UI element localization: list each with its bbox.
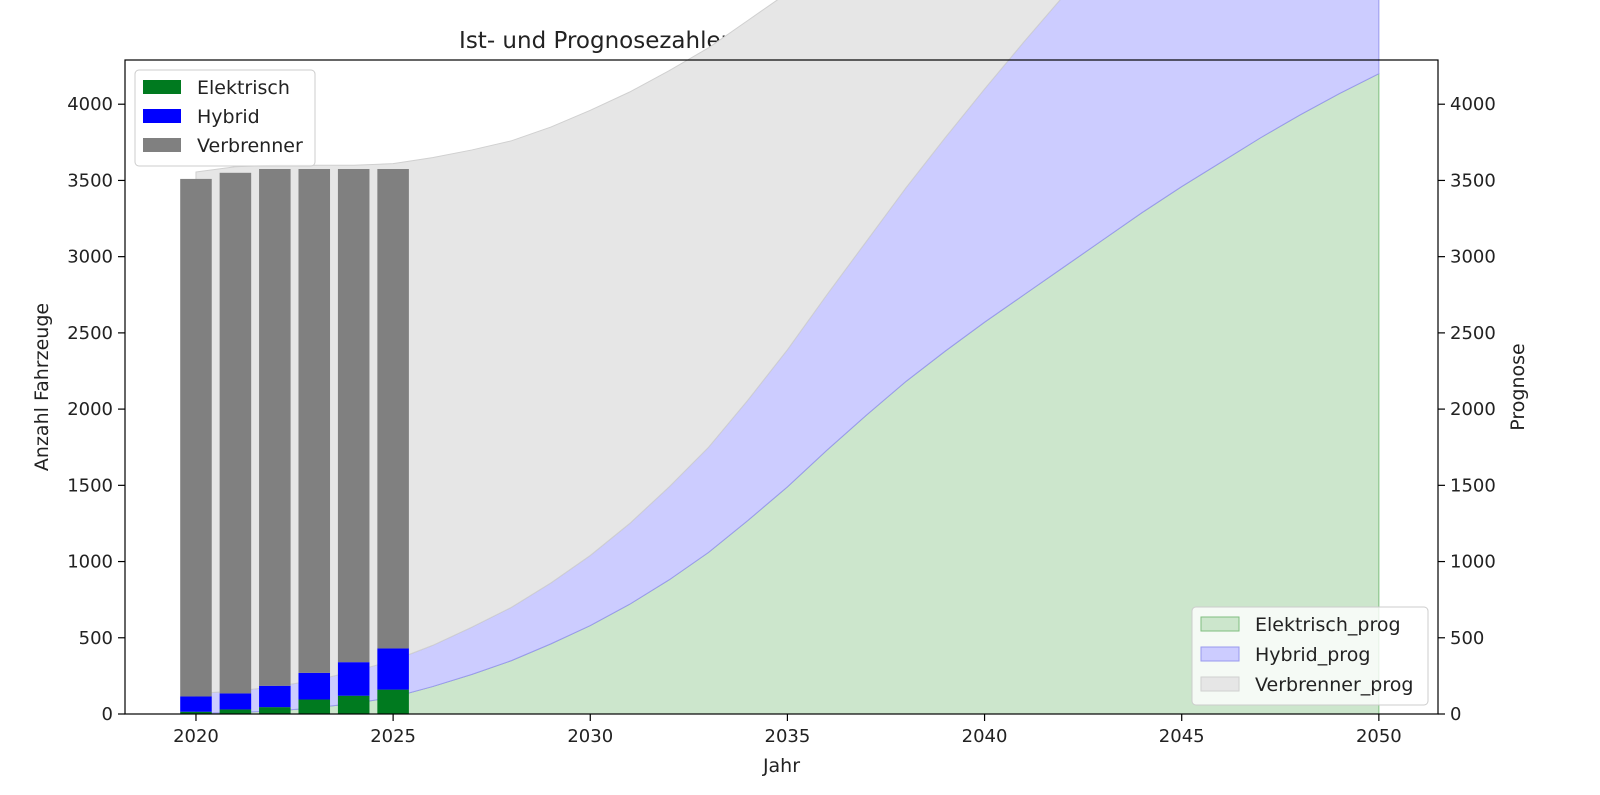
bar-elektrisch-2022 — [259, 707, 291, 714]
legend-forecast-box — [1191, 606, 1429, 706]
y-right-tick-label-0: 0 — [1450, 704, 1461, 725]
bar-verbrenner-2022 — [259, 169, 291, 686]
legend-label-verbrenner: Verbrenner — [197, 135, 303, 157]
x-tick-label-2045: 2045 — [1159, 726, 1205, 747]
x-tick-label-2050: 2050 — [1356, 726, 1402, 747]
bar-hybrid-2020 — [180, 696, 212, 712]
y-tick-label-0: 0 — [102, 704, 113, 725]
y-tick-label-2000: 2000 — [67, 399, 113, 420]
legend-bars: Elektrisch Hybrid Verbrenner — [134, 69, 316, 167]
bar-elektrisch-2023 — [298, 699, 331, 714]
x-axis: 2020 2025 2030 2035 2040 2045 2050 — [173, 714, 1402, 747]
y-axis-right: 0 500 1000 1500 2000 2500 3000 3500 4000 — [1438, 94, 1496, 725]
y-tick-label-500: 500 — [79, 628, 113, 649]
y-axis-right-label: Prognose — [1507, 343, 1529, 430]
bar-hybrid-2025 — [377, 648, 409, 690]
y-right-tick-label-4000: 4000 — [1450, 94, 1496, 115]
plot-frame — [124, 59, 1439, 715]
legend-label-verbrenner-prog: Verbrenner_prog — [1255, 674, 1413, 696]
bar-series — [180, 169, 409, 714]
x-axis-label: Jahr — [762, 755, 800, 777]
y-right-tick-label-1000: 1000 — [1450, 552, 1496, 573]
forecast-areas — [195, 0, 1380, 715]
y-right-tick-label-1500: 1500 — [1450, 475, 1496, 496]
legend-swatch-verbrenner — [143, 138, 181, 152]
y-tick-label-2500: 2500 — [67, 323, 113, 344]
bar-verbrenner-2020 — [180, 178, 212, 697]
bar-elektrisch-2021 — [219, 709, 252, 714]
bar-verbrenner-2025 — [377, 169, 409, 649]
y-axis-left: 0 500 1000 1500 2000 2500 3000 3500 4000 — [67, 94, 125, 725]
y-right-tick-label-2500: 2500 — [1450, 323, 1496, 344]
legend-swatch-elektrisch — [143, 80, 181, 94]
bar-elektrisch-2020 — [180, 711, 212, 714]
legend-swatch-hybrid — [143, 109, 181, 123]
bar-verbrenner-2023 — [298, 169, 331, 673]
bar-elektrisch-2025 — [377, 689, 409, 714]
legend-forecast: Elektrisch_prog Hybrid_prog Verbrenner_pro… — [1191, 606, 1429, 706]
y-tick-label-3000: 3000 — [67, 247, 113, 268]
bar-verbrenner-2021 — [219, 172, 252, 694]
bar-hybrid-2021 — [219, 693, 252, 710]
x-tick-label-2030: 2030 — [567, 726, 613, 747]
x-tick-label-2020: 2020 — [173, 726, 219, 747]
legend-swatch-verbrenner-prog — [1200, 676, 1240, 692]
legend-label-hybrid-prog: Hybrid_prog — [1255, 644, 1370, 666]
bar-elektrisch-2024 — [337, 695, 370, 714]
bar-hybrid-2023 — [298, 672, 331, 700]
bar-hybrid-2024 — [337, 662, 370, 696]
bar-verbrenner-2024 — [337, 169, 370, 663]
x-tick-label-2040: 2040 — [962, 726, 1008, 747]
y-tick-label-1000: 1000 — [67, 552, 113, 573]
y-right-tick-label-3000: 3000 — [1450, 247, 1496, 268]
bar-hybrid-2022 — [259, 685, 291, 708]
legend-label-elektrisch-prog: Elektrisch_prog — [1255, 614, 1401, 636]
y-axis-label: Anzahl Fahrzeuge — [31, 303, 53, 471]
legend-swatch-hybrid-prog — [1200, 646, 1240, 662]
y-right-tick-label-2000: 2000 — [1450, 399, 1496, 420]
y-tick-label-3500: 3500 — [67, 170, 113, 191]
y-right-tick-label-500: 500 — [1450, 628, 1484, 649]
legend-label-hybrid: Hybrid — [197, 106, 260, 128]
area-verbrenner-prog — [195, 0, 1061, 694]
x-tick-label-2025: 2025 — [370, 726, 416, 747]
x-tick-label-2035: 2035 — [765, 726, 811, 747]
y-tick-label-4000: 4000 — [67, 94, 113, 115]
legend-swatch-elektrisch-prog — [1200, 616, 1240, 632]
y-tick-label-1500: 1500 — [67, 475, 113, 496]
y-right-tick-label-3500: 3500 — [1450, 170, 1496, 191]
legend-label-elektrisch: Elektrisch — [197, 77, 290, 99]
